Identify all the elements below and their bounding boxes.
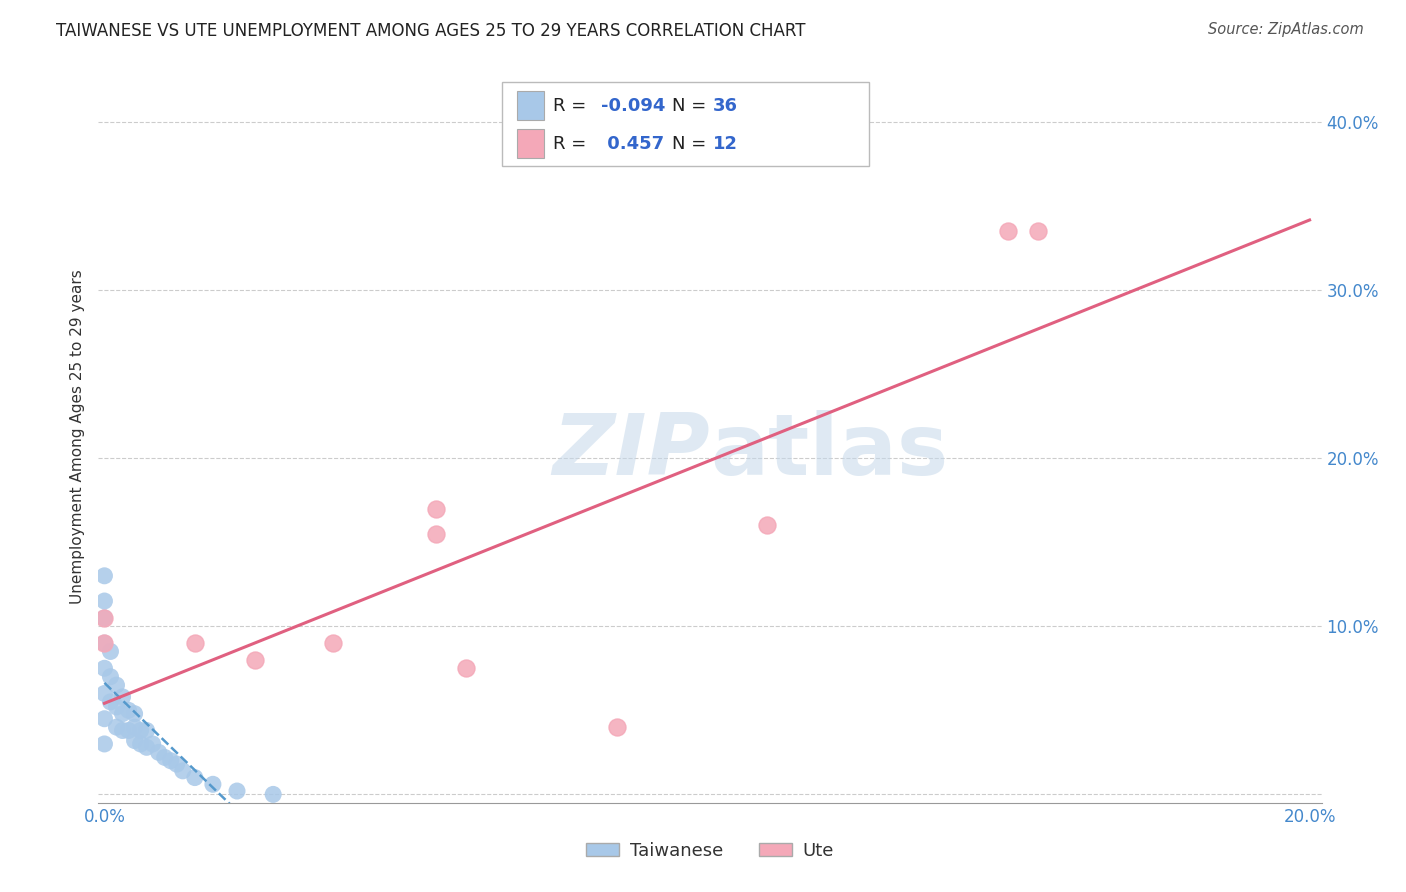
Point <box>124 706 146 721</box>
Point <box>243 653 266 667</box>
Point <box>93 712 115 726</box>
Point <box>93 569 115 583</box>
Point <box>142 737 165 751</box>
Text: 12: 12 <box>713 135 738 153</box>
Point <box>93 636 115 650</box>
Text: ZIP: ZIP <box>553 410 710 493</box>
Text: N =: N = <box>672 135 711 153</box>
Text: R =: R = <box>554 96 592 115</box>
Point <box>111 723 134 738</box>
Point <box>166 757 188 772</box>
Point <box>159 754 181 768</box>
Point <box>425 526 447 541</box>
Text: Source: ZipAtlas.com: Source: ZipAtlas.com <box>1208 22 1364 37</box>
Point <box>93 611 115 625</box>
Point <box>425 501 447 516</box>
Point <box>135 740 157 755</box>
Text: 0.457: 0.457 <box>602 135 664 153</box>
Point <box>93 686 115 700</box>
Point <box>148 745 170 759</box>
Point <box>105 678 128 692</box>
Point <box>184 636 207 650</box>
Point <box>105 700 128 714</box>
Point <box>129 723 152 738</box>
Point <box>117 723 139 738</box>
Point <box>454 661 477 675</box>
Text: TAIWANESE VS UTE UNEMPLOYMENT AMONG AGES 25 TO 29 YEARS CORRELATION CHART: TAIWANESE VS UTE UNEMPLOYMENT AMONG AGES… <box>56 22 806 40</box>
Point <box>135 723 157 738</box>
Point <box>184 771 207 785</box>
Point <box>756 518 779 533</box>
Text: atlas: atlas <box>710 410 948 493</box>
Point <box>93 611 115 625</box>
Point <box>93 594 115 608</box>
Point <box>153 750 176 764</box>
Point <box>100 695 122 709</box>
Text: R =: R = <box>554 135 592 153</box>
Point <box>100 644 122 658</box>
Point <box>124 720 146 734</box>
Point <box>997 224 1019 238</box>
Point <box>93 661 115 675</box>
Point <box>201 777 224 791</box>
Point <box>1028 224 1050 238</box>
Point <box>172 764 194 778</box>
Point <box>262 788 284 802</box>
Point <box>111 706 134 721</box>
Point <box>226 784 249 798</box>
Y-axis label: Unemployment Among Ages 25 to 29 years: Unemployment Among Ages 25 to 29 years <box>69 269 84 605</box>
Point <box>100 670 122 684</box>
Text: 36: 36 <box>713 96 738 115</box>
Text: -0.094: -0.094 <box>602 96 665 115</box>
Text: N =: N = <box>672 96 711 115</box>
Point <box>129 737 152 751</box>
Point <box>111 690 134 704</box>
Legend: Taiwanese, Ute: Taiwanese, Ute <box>579 835 841 867</box>
Point <box>124 733 146 747</box>
Point <box>105 720 128 734</box>
Point <box>93 737 115 751</box>
Point <box>606 720 628 734</box>
Point <box>117 703 139 717</box>
Point <box>93 636 115 650</box>
Point <box>322 636 344 650</box>
